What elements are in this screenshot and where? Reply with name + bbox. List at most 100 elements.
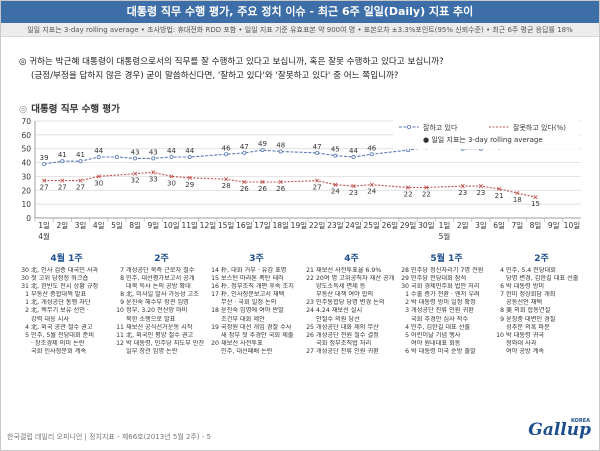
- y-tick-label: 40: [21, 159, 31, 168]
- x-tick-label: 7일: [511, 221, 523, 230]
- issue-text: 첫 고위 당정청 워크숍: [31, 275, 89, 283]
- x-tick-label: 24일: [345, 221, 362, 230]
- x-tick-label: 25일: [363, 221, 380, 230]
- approve-data-label: 47: [240, 143, 249, 151]
- disapprove-point: [133, 171, 138, 176]
- issue-day: 30: [401, 283, 409, 291]
- issue-text: · 창조경제 의미 논란: [31, 339, 85, 347]
- issue-day: 30: [21, 275, 29, 283]
- legend-box: [393, 119, 579, 149]
- issue-day: 10: [116, 307, 124, 315]
- disapprove-point: [533, 195, 538, 200]
- disapprove-point: [224, 177, 229, 182]
- approve-point: [60, 159, 65, 164]
- x-tick-label: 2일: [56, 221, 68, 230]
- week-header: 3주: [249, 254, 264, 264]
- disapprove-point: [60, 178, 65, 183]
- survey-question-followup: (긍정/부정을 답하지 않은 경우) 굳이 말씀하신다면, '잘하고 있다'와 …: [31, 71, 399, 81]
- x-tick-label: 10일: [163, 221, 180, 230]
- issue-text: 수출 증가 전환 · 엔저 우려: [411, 291, 480, 299]
- issue-day: 15: [211, 275, 219, 283]
- disapprove-point: [242, 179, 247, 185]
- issue-item: 민주, 대선패배 논란: [209, 348, 302, 356]
- issue-text: 부동산 대책 여야 합의: [316, 291, 374, 299]
- week-header: 4주: [344, 254, 359, 264]
- issue-item: 9 윤진숙 해수부 장관 임명: [114, 299, 207, 307]
- approve-data-label: 44: [94, 147, 103, 155]
- issue-day: 2: [25, 307, 29, 315]
- issue-day: 6: [500, 283, 504, 291]
- issue-text: 안철수 의원 당선: [316, 315, 360, 323]
- issue-item: 26 개성공단 전원 철수 결정: [304, 332, 397, 340]
- issue-text: 민주당 정신차리기 7명 전원: [411, 267, 484, 274]
- issue-day: 1: [25, 291, 29, 299]
- week-header: 2주: [154, 254, 169, 264]
- x-tick-label: 2일: [457, 221, 469, 230]
- disapprove-point: [424, 185, 429, 190]
- issue-item: 11 北, 외국인 평양 철수 권고: [114, 332, 207, 340]
- week-issue-list: 21 재보선 사전투표율 6.9% 22 20여 명 고위공직자 재산 공개 양도소득세…: [304, 267, 397, 415]
- issue-day: 16: [211, 283, 219, 291]
- issue-item: 14 朴, 대화 거부 · 유감 표명: [209, 267, 302, 275]
- issue-text: 일부 장관 임명 논란: [126, 347, 178, 355]
- x-tick-label: 8일: [129, 221, 141, 230]
- issue-text: 北, 개성공단 통행 차단: [31, 299, 91, 307]
- issue-day: 25: [306, 323, 314, 331]
- issue-text: 조건부 대화 제안: [221, 315, 265, 323]
- x-tick-label: 10일: [564, 221, 581, 230]
- issue-text: 朴, 대화 거부 · 유감 표명: [221, 267, 287, 274]
- disapprove-data-label: 33: [149, 175, 158, 183]
- approve-point: [151, 156, 156, 161]
- gallup-logo: Gallup: [528, 420, 591, 440]
- approve-data-label: 48: [276, 141, 285, 149]
- issue-text: 국회 경제민주화 법안 처리: [411, 283, 480, 291]
- month-label: 4월: [38, 231, 50, 241]
- disapprove-data-label: 24: [331, 188, 340, 196]
- x-tick-label: 1일: [439, 221, 451, 230]
- source-footer: 한국갤럽 데일리 오피니언 | 정치지표 - 제66호(2013년 5월 2주)…: [7, 433, 212, 441]
- approve-point: [333, 153, 338, 158]
- disapprove-data-label: 26: [258, 185, 267, 193]
- issue-text: 어린이날 기념 행사: [411, 331, 461, 339]
- issue-text: 새 정부 첫 추경안 국회 제출: [221, 331, 294, 339]
- issue-day: 26: [306, 331, 314, 339]
- disapprove-data-label: 26: [276, 185, 285, 193]
- y-tick-label: 70: [21, 117, 31, 126]
- issue-text: 윤진숙 임명에 여야 반발: [221, 307, 284, 315]
- disapprove-data-label: 24: [367, 188, 376, 196]
- disapprove-data-label: 27: [313, 184, 322, 192]
- issue-item: 29 민주당 전당대회 참석: [399, 275, 492, 283]
- y-tick-label: 50: [21, 145, 31, 154]
- issue-item: 안철수 의원 당선: [304, 316, 397, 324]
- issue-day: 12: [116, 339, 124, 347]
- disapprove-point: [42, 178, 47, 183]
- disapprove-data-label: 23: [349, 189, 358, 197]
- approve-data-label: 41: [76, 151, 85, 159]
- issue-day: 1: [25, 299, 29, 307]
- issue-day: 20: [211, 339, 219, 347]
- issue-text: 재보선 공식선거운동 시작: [126, 323, 193, 331]
- approve-point: [242, 150, 247, 155]
- approve-data-label: 43: [149, 148, 158, 156]
- issue-day: 1: [405, 291, 409, 299]
- approve-point: [351, 155, 356, 160]
- issue-item: 대북 특사 논의 공방 확대: [114, 283, 207, 291]
- issue-item: 북한 소행으로 발표: [114, 316, 207, 324]
- issue-day: 30: [21, 267, 29, 274]
- issue-day: 22: [306, 275, 314, 283]
- y-tick-label: 60: [21, 131, 31, 140]
- issue-item: 새 정부 첫 추경안 국회 제출: [209, 332, 302, 340]
- issue-item: 7 개성공단 북측 근로자 철수: [114, 267, 207, 275]
- issue-text: 개성공단 대화 제의 무산: [316, 323, 379, 331]
- legend-approve-marker: [406, 124, 411, 129]
- issue-text: 무산 · 국회 일정 논의: [221, 299, 277, 307]
- issue-item: 28 민주당 정신차리기 7명 전원: [399, 267, 492, 275]
- disapprove-data-label: 28: [222, 182, 231, 190]
- legend-approve-label: 잘하고 있다: [423, 123, 458, 132]
- disapprove-point: [260, 179, 265, 185]
- disapprove-point: [369, 182, 374, 187]
- issue-item: 3 개성공단 잔류 인원 귀환: [399, 307, 492, 315]
- disapprove-data-label: 29: [185, 181, 194, 189]
- issue-text: 국회 인사청문회 계속: [31, 347, 87, 355]
